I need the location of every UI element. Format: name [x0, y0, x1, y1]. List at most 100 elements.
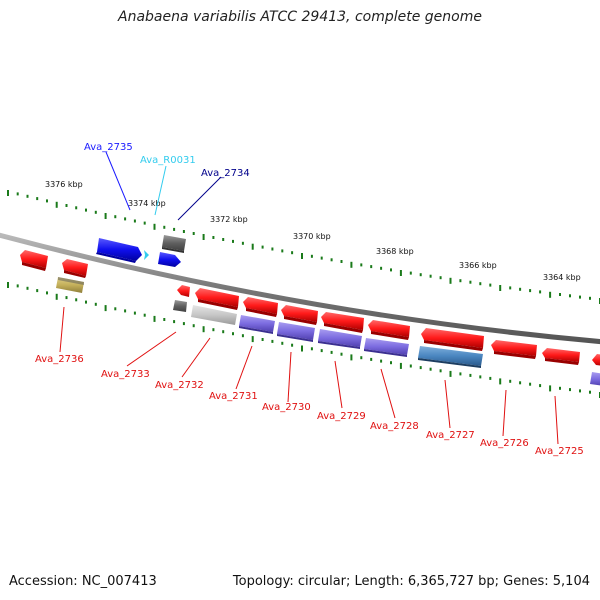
gene-Ava_2733-small[interactable] — [177, 285, 190, 297]
scale-bottom-minor-tick — [539, 384, 542, 388]
gene-label-Ava_2726[interactable]: Ava_2726 — [480, 438, 529, 449]
scale-label-3372: 3372 kbp — [210, 215, 248, 224]
scale-bottom-major-tick — [399, 362, 402, 369]
gene-steel[interactable] — [418, 346, 483, 368]
gene-red-row-9[interactable] — [592, 354, 600, 366]
scale-bottom-major-tick — [153, 315, 156, 322]
gene-label-Ava_2729[interactable]: Ava_2729 — [317, 411, 366, 422]
gene-label-Ava_2733[interactable]: Ava_2733 — [101, 369, 150, 380]
scale-bottom-major-tick — [499, 378, 502, 385]
gene-red-row-4[interactable] — [321, 312, 364, 333]
scale-top-minor-tick — [370, 265, 373, 269]
scale-bottom-minor-tick — [419, 366, 422, 370]
gene-label-Ava_R0031[interactable]: Ava_R0031 — [140, 155, 196, 166]
scale-top-minor-tick — [459, 279, 462, 283]
scale-bottom-minor-tick — [133, 311, 136, 315]
gene-label-Ava_2734[interactable]: Ava_2734 — [201, 168, 250, 179]
gene-red-row-7[interactable] — [491, 340, 537, 359]
gene-red-row-2[interactable] — [243, 297, 278, 317]
scale-label-3370: 3370 kbp — [293, 232, 331, 241]
scale-top-minor-tick — [133, 219, 136, 223]
scale-top-major-tick — [549, 291, 552, 298]
gene-red-row-1[interactable] — [195, 288, 239, 310]
scale-top-major-tick — [301, 253, 303, 259]
scale-bottom-major-tick — [251, 336, 254, 343]
scale-top-major-tick — [7, 190, 9, 196]
scale-bottom-minor-tick — [212, 328, 215, 332]
gene-labels: Ava_2735 Ava_R0031 Ava_2734 Ava_2736 Ava… — [35, 142, 584, 457]
gene-purple-5[interactable] — [590, 372, 600, 386]
scale-top-minor-tick — [429, 274, 432, 278]
scale-bottom-minor-tick — [429, 367, 432, 371]
scale-bottom-minor-tick — [469, 373, 472, 377]
gene-label-Ava_2735[interactable]: Ava_2735 — [84, 142, 133, 153]
scale-top-minor-tick — [212, 236, 215, 239]
gene-label-Ava_2732[interactable]: Ava_2732 — [155, 380, 204, 391]
gene-Ava_2734-upper[interactable] — [162, 235, 186, 253]
scale-top-minor-tick — [330, 258, 333, 262]
scale-bottom-minor-tick — [569, 388, 571, 392]
scale-bottom-minor-tick — [241, 334, 244, 338]
scale-bottom-minor-tick — [409, 364, 412, 368]
gene-lightgray[interactable] — [191, 305, 237, 325]
gene-Ava_R0031[interactable] — [144, 250, 149, 260]
scale-top-minor-tick — [271, 247, 274, 251]
gene-purple-3[interactable] — [318, 329, 362, 349]
scale-top-minor-tick — [310, 254, 313, 258]
scale-top-minor-tick — [589, 296, 591, 300]
scale-bottom-minor-tick — [124, 309, 127, 313]
scale-bottom-minor-tick — [222, 330, 225, 334]
scale-bottom-major-tick — [301, 345, 303, 352]
gene-Ava_2736[interactable] — [56, 277, 84, 293]
scale-bottom-minor-tick — [143, 313, 146, 317]
gene-label-Ava_2725[interactable]: Ava_2725 — [535, 446, 584, 457]
scale-top-major-tick — [449, 277, 452, 284]
scale-top-minor-tick — [380, 266, 383, 270]
leader-lines — [59, 151, 559, 445]
gene-red-row-3[interactable] — [281, 305, 318, 325]
scale-bottom-major-tick — [104, 305, 107, 312]
gene-Ava_2734[interactable] — [158, 252, 181, 267]
scale-ticks-bottom — [7, 282, 600, 398]
scale-top-minor-tick — [291, 251, 294, 255]
gene-label-Ava_2736[interactable]: Ava_2736 — [35, 354, 84, 365]
gene-purple-4[interactable] — [364, 338, 409, 357]
scale-bottom-minor-tick — [16, 284, 19, 288]
scale-bottom-minor-tick — [489, 376, 492, 380]
scale-bottom-minor-tick — [232, 332, 234, 336]
scale-bottom-minor-tick — [529, 382, 532, 386]
gene-left-1[interactable] — [20, 250, 48, 271]
scale-top-major-tick — [55, 201, 58, 208]
scale-bottom-minor-tick — [479, 375, 482, 379]
gene-red-row-5[interactable] — [368, 320, 410, 340]
gene-purple-2[interactable] — [277, 322, 315, 342]
scale-top-minor-tick — [419, 273, 422, 277]
scale-top-minor-tick — [360, 263, 363, 267]
gene-left-2[interactable] — [62, 259, 88, 278]
scale-top-minor-tick — [85, 208, 87, 212]
scale-top-major-tick — [251, 243, 254, 250]
scale-bottom-minor-tick — [390, 361, 392, 365]
scale-top-minor-tick — [94, 210, 97, 214]
scale-top-minor-tick — [529, 289, 532, 293]
gene-Ava_2735[interactable] — [96, 238, 142, 263]
gene-label-Ava_2728[interactable]: Ava_2728 — [370, 421, 419, 432]
scale-top-minor-tick — [439, 276, 442, 280]
scale-bottom-minor-tick — [163, 318, 166, 321]
gene-label-Ava_2730[interactable]: Ava_2730 — [262, 402, 311, 413]
gene-red-row-6[interactable] — [421, 328, 484, 351]
gene-purple-1[interactable] — [239, 315, 275, 334]
scale-top-minor-tick — [261, 245, 264, 249]
scale-bottom-minor-tick — [192, 324, 195, 328]
scale-top-minor-tick — [340, 260, 343, 263]
scale-bottom-minor-tick — [330, 350, 333, 354]
gene-red-row-8[interactable] — [542, 348, 580, 365]
scale-top-minor-tick — [114, 215, 117, 219]
scale-top-minor-tick — [182, 230, 185, 233]
scale-top-minor-tick — [409, 271, 412, 275]
scale-bottom-minor-tick — [370, 357, 373, 361]
gene-gray-small[interactable] — [173, 300, 187, 312]
gene-label-Ava_2727[interactable]: Ava_2727 — [426, 430, 475, 441]
gene-label-Ava_2731[interactable]: Ava_2731 — [209, 391, 258, 402]
scale-bottom-minor-tick — [320, 349, 323, 353]
